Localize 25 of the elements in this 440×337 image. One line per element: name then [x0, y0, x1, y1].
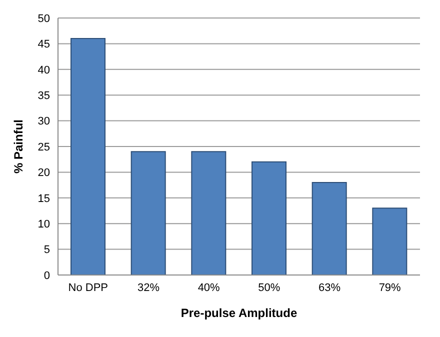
bar: [191, 151, 226, 275]
x-tick-label: 63%: [318, 282, 341, 294]
x-tick-label: 79%: [378, 282, 402, 294]
y-tick-label: 50: [38, 12, 50, 25]
bar: [252, 161, 286, 275]
y-tick-label: 35: [38, 90, 50, 102]
y-tick-label: 15: [38, 192, 50, 205]
x-tick-label: 32%: [137, 282, 160, 294]
x-tick-label: 40%: [198, 282, 220, 294]
y-tick-label: 5: [44, 244, 50, 256]
x-tick-label: 50%: [258, 282, 280, 294]
y-tick-label: 40: [38, 64, 50, 76]
x-axis-title: Pre-pulse Amplitude: [180, 306, 298, 320]
y-tick-label: 25: [38, 141, 50, 154]
y-tick-label: 10: [38, 218, 50, 231]
bar: [70, 38, 106, 275]
bar: [372, 208, 408, 275]
y-tick-label: 45: [38, 38, 50, 51]
y-tick-label: 30: [38, 116, 50, 128]
x-tick-label: No DPP: [68, 282, 108, 294]
bar: [312, 182, 347, 275]
bar: [130, 151, 166, 275]
y-axis-title: % Painful: [11, 119, 26, 174]
y-tick-label: 0: [44, 270, 50, 282]
y-tick-label: 20: [38, 167, 50, 180]
